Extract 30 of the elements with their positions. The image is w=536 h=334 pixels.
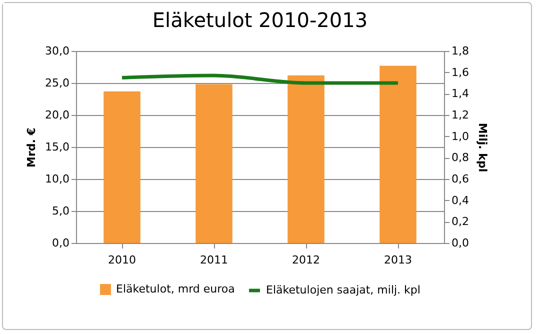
y2-tick-label: 1,4	[452, 87, 469, 100]
y-tick-label: 30,0	[45, 44, 70, 58]
x-tick-label: 2011	[200, 254, 228, 266]
y-tick-label: 20,0	[45, 108, 70, 122]
y2-tick-label: 0,4	[452, 194, 469, 207]
y2-tick-label: 0,0	[452, 236, 469, 250]
x-tick-label: 2012	[292, 254, 320, 266]
y2-tick-label: 0,8	[452, 151, 469, 164]
y-tick-label: 15,0	[45, 140, 70, 154]
bar	[380, 66, 416, 243]
y-tick-label: 10,0	[45, 172, 70, 186]
y2-tick-label: 0,6	[452, 172, 469, 186]
x-tick-label: 2013	[384, 254, 412, 266]
legend-label: Eläketulot, mrd euroa	[116, 282, 235, 296]
y2-tick-label: 1,2	[452, 108, 469, 122]
bar	[104, 91, 140, 243]
y-tick-label: 5,0	[52, 204, 70, 218]
y2-tick-label: 1,0	[452, 130, 469, 143]
y-tick-label: 0,0	[52, 236, 70, 250]
y-axis-title: Mrd. €	[25, 128, 38, 168]
y2-axis-title: Milj. kpl	[476, 122, 489, 172]
y2-tick-label: 1,6	[452, 66, 469, 79]
legend-label: Eläketulojen saajat, milj. kpl	[266, 284, 420, 296]
y2-tick-label: 1,8	[452, 44, 469, 58]
y-tick-label: 25,0	[45, 76, 70, 90]
chart-title: Eläketulot 2010-2013	[152, 8, 368, 32]
x-tick-label: 2010	[108, 254, 136, 266]
bar	[288, 75, 324, 243]
y2-tick-label: 0,2	[452, 215, 469, 228]
bar	[196, 84, 232, 243]
